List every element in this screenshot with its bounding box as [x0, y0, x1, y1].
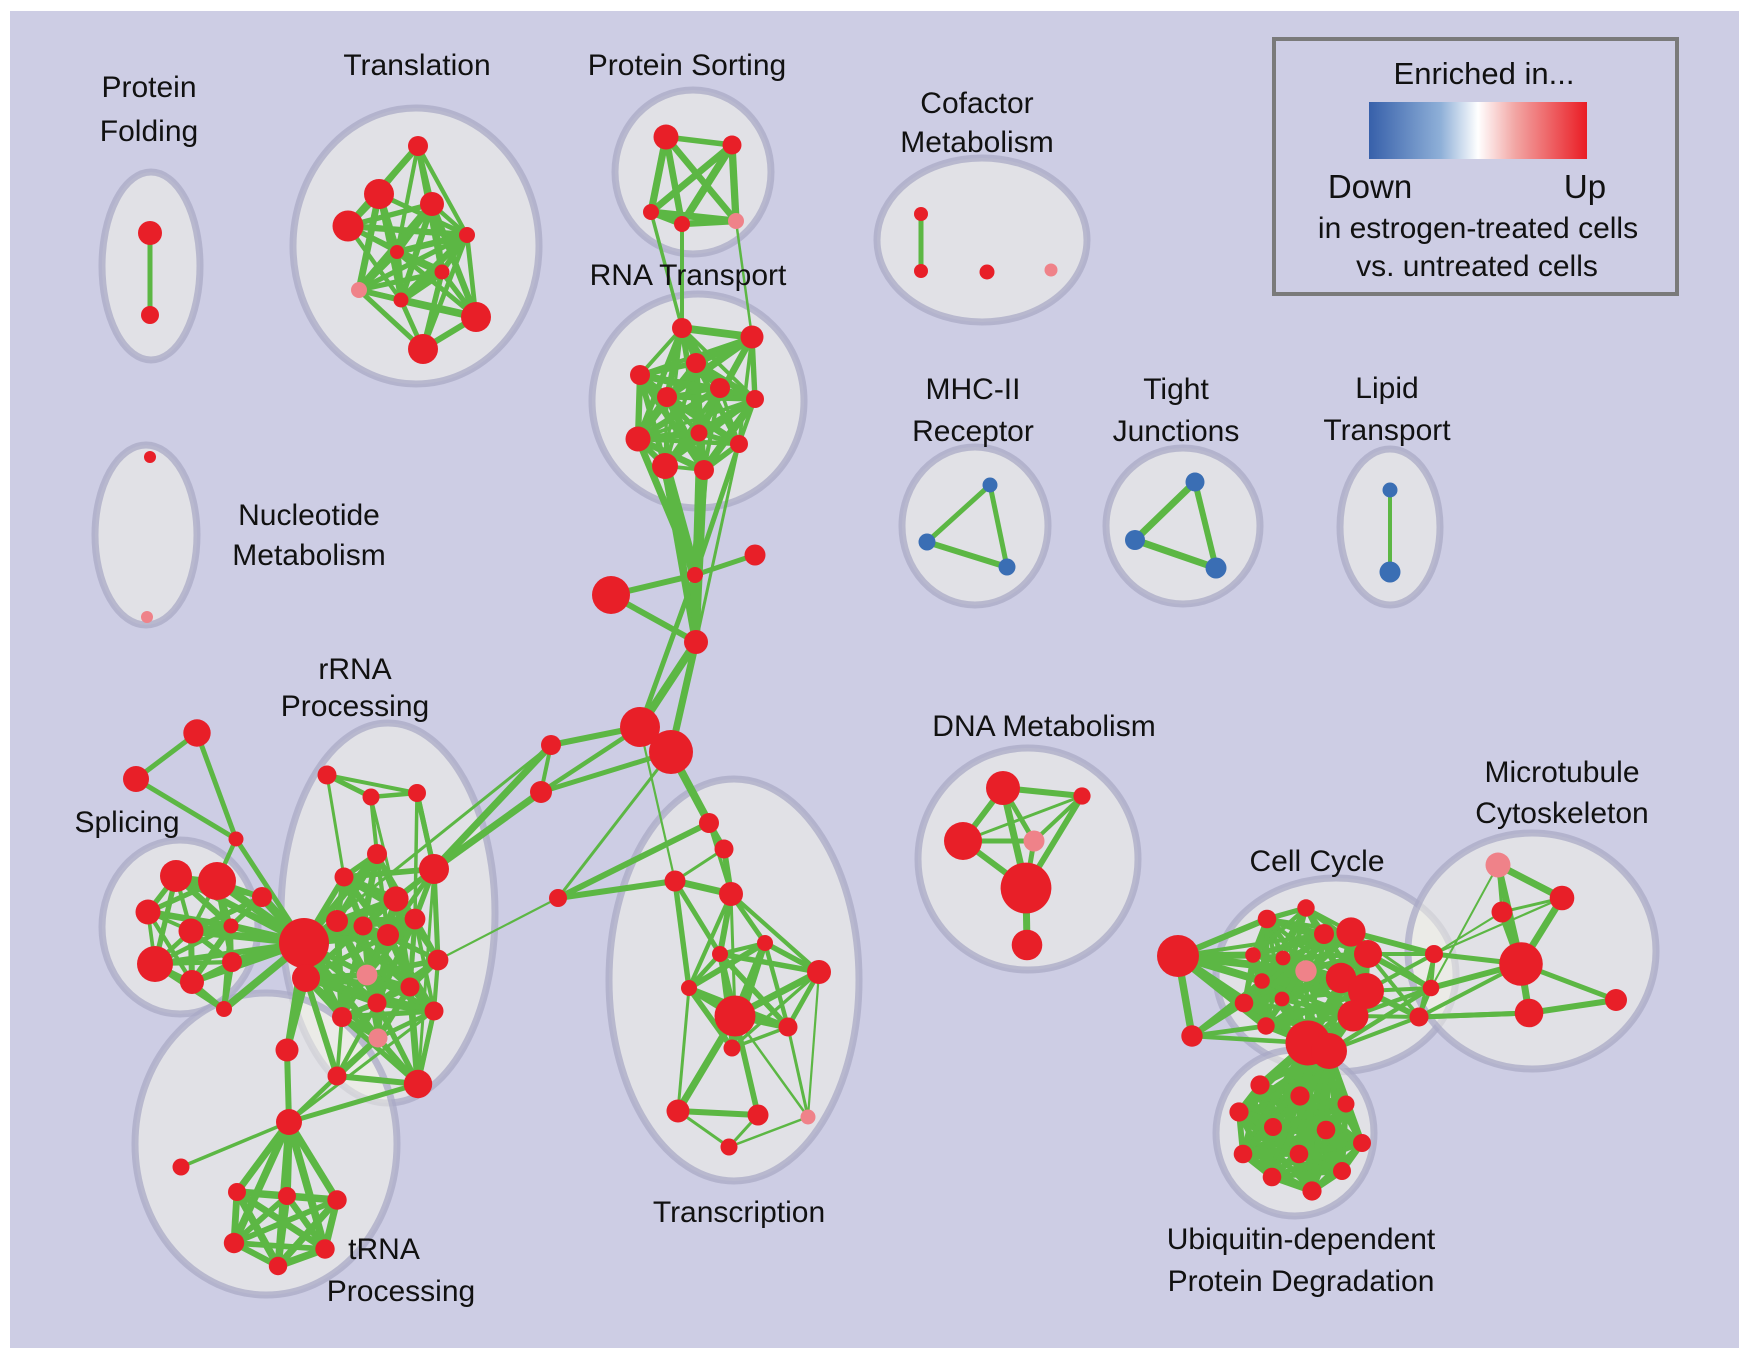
svg-text:Tight: Tight [1143, 373, 1209, 406]
svg-text:Splicing: Splicing [74, 806, 179, 839]
svg-text:Lipid: Lipid [1355, 372, 1418, 405]
svg-text:rRNA: rRNA [318, 653, 391, 686]
svg-text:Cofactor: Cofactor [920, 87, 1033, 120]
svg-text:Ubiquitin-dependent: Ubiquitin-dependent [1167, 1223, 1436, 1256]
svg-text:Up: Up [1564, 168, 1606, 205]
svg-text:Transcription: Transcription [653, 1196, 825, 1229]
svg-text:Translation: Translation [343, 49, 490, 82]
svg-text:Processing: Processing [327, 1275, 475, 1308]
svg-text:Metabolism: Metabolism [232, 539, 385, 572]
svg-text:vs. untreated cells: vs. untreated cells [1356, 250, 1598, 283]
svg-text:tRNA: tRNA [348, 1233, 420, 1266]
svg-text:Protein Degradation: Protein Degradation [1168, 1265, 1435, 1298]
svg-text:in estrogen-treated cells: in estrogen-treated cells [1318, 212, 1638, 245]
svg-text:Cell Cycle: Cell Cycle [1249, 845, 1384, 878]
svg-text:Folding: Folding [100, 115, 198, 148]
svg-text:Cytoskeleton: Cytoskeleton [1475, 797, 1648, 830]
svg-text:Processing: Processing [281, 690, 429, 723]
svg-text:Enriched in...: Enriched in... [1394, 56, 1575, 91]
svg-text:Protein Sorting: Protein Sorting [588, 49, 786, 82]
svg-text:Metabolism: Metabolism [900, 126, 1053, 159]
svg-text:MHC-II: MHC-II [926, 373, 1021, 406]
svg-text:Microtubule: Microtubule [1484, 756, 1639, 789]
svg-text:Nucleotide: Nucleotide [238, 499, 380, 532]
svg-text:RNA Transport: RNA Transport [590, 259, 787, 292]
svg-text:Down: Down [1328, 168, 1412, 205]
svg-text:DNA Metabolism: DNA Metabolism [932, 710, 1155, 743]
svg-text:Receptor: Receptor [912, 415, 1034, 448]
svg-text:Protein: Protein [101, 71, 196, 104]
svg-text:Transport: Transport [1323, 414, 1451, 447]
svg-text:Junctions: Junctions [1113, 415, 1240, 448]
